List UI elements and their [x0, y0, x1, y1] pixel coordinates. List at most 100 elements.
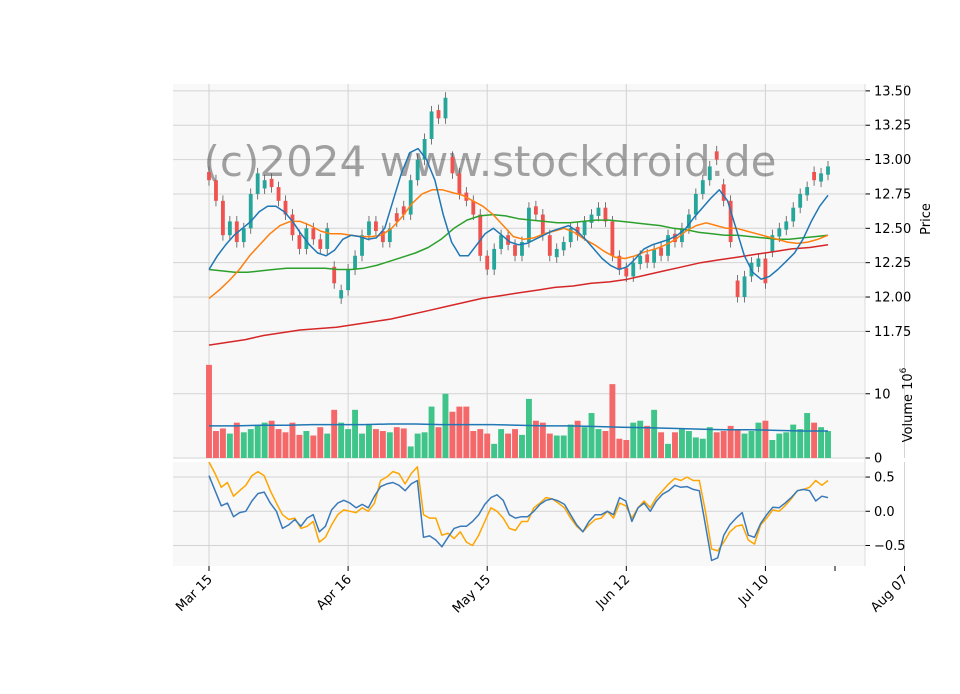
volume-bar	[512, 429, 518, 458]
sma-slow-line	[208, 213, 829, 274]
candle-body	[513, 244, 517, 256]
price-tick-label: 11.75	[874, 325, 911, 340]
candle-body	[360, 235, 364, 256]
candle-body	[819, 173, 823, 182]
volume-bar	[303, 431, 310, 458]
candle-body	[429, 111, 434, 139]
volume-bar	[790, 424, 797, 458]
volume-bar	[296, 434, 303, 458]
candle-body	[617, 255, 622, 270]
volume-bar	[532, 420, 539, 458]
x-tick-label: Mar 15	[173, 572, 216, 615]
candle-body	[485, 255, 490, 270]
volume-bar	[345, 429, 352, 458]
candle-body	[262, 180, 267, 189]
volume-bar	[366, 424, 372, 458]
candle-body	[603, 207, 608, 222]
candle-body	[554, 248, 559, 258]
volume-bar	[519, 434, 525, 458]
candle-body	[659, 247, 663, 256]
candle-body	[589, 214, 594, 223]
candle-body	[812, 171, 817, 181]
candle-body	[666, 235, 670, 256]
volume-bar	[672, 432, 678, 458]
x-tick-label: Apr 16	[314, 572, 355, 613]
candle-body	[693, 193, 698, 215]
candle-body	[735, 280, 740, 298]
volume-bar	[755, 422, 762, 458]
x-tick-label: Aug 07	[868, 572, 911, 615]
volume-bar	[421, 432, 428, 458]
candle-body	[673, 233, 677, 243]
candle-body	[805, 187, 810, 196]
volume-bar	[275, 429, 282, 458]
oscillator-tick-label: 0.5	[874, 471, 895, 486]
candle-body	[297, 235, 302, 249]
price-tick-label: 13.00	[874, 153, 911, 168]
candle-body	[346, 269, 351, 291]
volume-bar	[762, 420, 769, 458]
volume-bar	[616, 438, 623, 458]
oscillator-tick-label: −0.5	[874, 539, 906, 554]
oscillator-main-line	[208, 475, 829, 562]
volume-bar	[212, 431, 219, 458]
volume-bar	[595, 429, 602, 458]
sma-fast-line	[208, 147, 829, 280]
volume-bar	[414, 433, 421, 458]
candle-body	[631, 262, 636, 277]
candle-body	[269, 178, 274, 188]
candle-body	[610, 221, 615, 256]
volume-average-line	[209, 423, 828, 432]
volume-bar	[386, 432, 393, 458]
volume-tick-label: 10	[874, 387, 891, 402]
volume-bar	[776, 433, 783, 458]
candle-body	[826, 166, 830, 175]
candle-body	[318, 239, 323, 249]
volume-bar	[574, 420, 581, 458]
candle-body	[721, 184, 726, 201]
volume-bar	[713, 432, 720, 458]
volume-bar	[233, 422, 240, 458]
candle-body	[596, 207, 601, 216]
volume-bar	[372, 429, 379, 458]
volume-bar	[331, 409, 338, 458]
candle-body	[283, 200, 288, 215]
price-tick-label: 12.75	[874, 187, 911, 202]
candle-body	[339, 290, 344, 299]
volume-axis-exponent: 6	[899, 367, 909, 373]
x-tick-label: May 15	[450, 572, 494, 616]
volume-bar	[268, 420, 275, 458]
volume-bar	[720, 431, 727, 458]
candle-body	[791, 207, 796, 222]
volume-bar	[637, 420, 644, 458]
volume-bar	[310, 435, 317, 458]
candle-body	[214, 180, 218, 201]
candle-body	[770, 235, 775, 252]
volume-bar	[435, 427, 442, 458]
volume-bar	[352, 409, 359, 458]
candle-body	[756, 258, 761, 267]
volume-bar	[338, 422, 345, 458]
candle-body	[241, 228, 246, 243]
candle-body	[325, 228, 330, 249]
volume-bar	[449, 411, 456, 458]
volume-bar	[240, 432, 247, 458]
candle-body	[561, 242, 566, 251]
sma-mid-line	[208, 189, 829, 299]
price-tick-label: 12.25	[874, 256, 911, 271]
volume-bar	[706, 427, 713, 458]
oscillator-panel-background	[173, 462, 865, 566]
candle-body	[728, 200, 733, 243]
volume-bar	[498, 429, 505, 458]
price-tick-label: 12.50	[874, 222, 911, 237]
candle-body	[686, 214, 691, 229]
candle-body	[798, 193, 803, 208]
volume-bar	[463, 406, 470, 458]
volume-bar	[658, 432, 665, 458]
volume-bar	[491, 443, 498, 458]
volume-bar	[797, 429, 804, 458]
candle-body	[742, 276, 747, 298]
volume-bar	[254, 425, 261, 458]
candlesticks	[207, 92, 830, 304]
volume-bar	[825, 431, 831, 458]
